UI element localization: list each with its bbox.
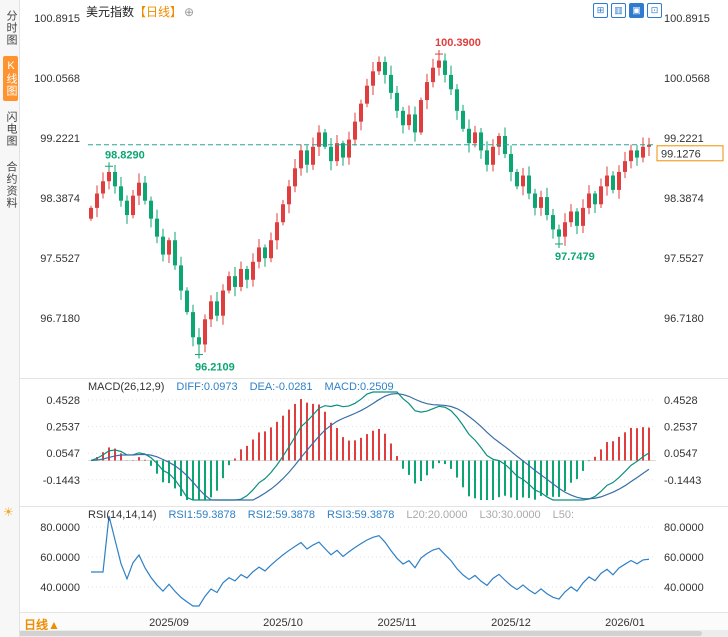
- svg-text:100.3900: 100.3900: [435, 37, 481, 49]
- svg-text:0.2537: 0.2537: [664, 422, 698, 434]
- svg-text:-0.1443: -0.1443: [43, 475, 80, 487]
- rsi-header: RSI(14,14,14) RSI1:59.3878 RSI2:59.3878 …: [88, 509, 574, 521]
- rsi-l50-value: L50:: [552, 509, 575, 521]
- candles: [89, 53, 651, 355]
- svg-text:0.4528: 0.4528: [46, 395, 80, 407]
- scrollbar-thumb[interactable]: [2, 631, 702, 636]
- macd-dea-value: DEA:-0.0281: [249, 381, 313, 393]
- svg-text:97.5527: 97.5527: [40, 253, 80, 265]
- svg-text:98.8290: 98.8290: [105, 149, 145, 161]
- svg-text:100.8915: 100.8915: [664, 13, 710, 25]
- svg-text:97.5527: 97.5527: [664, 253, 704, 265]
- rsi-label: RSI(14,14,14): [88, 509, 157, 521]
- macd-macd-value: MACD:0.2509: [324, 381, 394, 393]
- svg-text:60.0000: 60.0000: [40, 552, 80, 564]
- x-axis-label: 2025/10: [263, 617, 303, 629]
- sun-icon[interactable]: ☀: [3, 505, 14, 519]
- svg-text:98.3874: 98.3874: [40, 193, 80, 205]
- svg-text:97.7479: 97.7479: [555, 251, 595, 263]
- x-axis-label: 2025/12: [491, 617, 531, 629]
- chart-title: 美元指数【日线】 ⊕: [86, 3, 194, 20]
- expand-icon[interactable]: ⊕: [184, 5, 195, 19]
- bottom-bar: 日线▲ 2025/09 2025/10 2025/11 2025/12 2026/01: [0, 612, 728, 637]
- rsi-chart[interactable]: 80.0000 80.0000 60.0000 60.0000 40.0000 40.00…: [20, 506, 728, 612]
- svg-text:60.0000: 60.0000: [664, 552, 704, 564]
- svg-text:0.2537: 0.2537: [46, 422, 80, 434]
- sidebar-tab-kline[interactable]: K线图: [3, 56, 18, 101]
- sidebar: 分时图 K线图 闪电图 合约资料 ☀: [0, 0, 20, 637]
- svg-text:96.7180: 96.7180: [40, 313, 80, 325]
- svg-text:40.0000: 40.0000: [40, 582, 80, 594]
- svg-text:96.2109: 96.2109: [195, 361, 235, 373]
- x-axis-label: 2025/09: [149, 617, 189, 629]
- macd-chart[interactable]: 0.4528 0.4528 0.2537 0.2537 0.0547 0.0547 -0.1…: [20, 378, 728, 506]
- single-view-icon[interactable]: ⊡: [647, 3, 662, 18]
- rsi-l20-value: L20:20.0000: [406, 509, 468, 521]
- period-selector[interactable]: 日线▲: [24, 616, 60, 633]
- macd-histogram: [96, 399, 650, 500]
- split-layout-icon[interactable]: ▥: [611, 3, 626, 18]
- scrollbar[interactable]: [0, 630, 728, 637]
- rsi3-value: RSI3:59.3878: [327, 509, 395, 521]
- sidebar-tab-contract-info[interactable]: 合约资料: [5, 161, 17, 209]
- macd-header: MACD(26,12,9) DIFF:0.0973 DEA:-0.0281 MA…: [88, 381, 394, 393]
- price-axis-ticks: 100.8915 100.8915 100.0568 100.0568 99.2221 9…: [34, 13, 710, 325]
- svg-text:0.0547: 0.0547: [46, 448, 80, 460]
- symbol-name: 美元指数: [86, 5, 135, 19]
- svg-text:100.8915: 100.8915: [34, 13, 80, 25]
- macd-diff-line: [90, 391, 650, 501]
- macd-dea-line: [90, 392, 650, 501]
- macd-diff-value: DIFF:0.0973: [176, 381, 238, 393]
- svg-text:-0.1443: -0.1443: [664, 475, 701, 487]
- svg-text:80.0000: 80.0000: [40, 522, 80, 534]
- rsi-l30-value: L30:30.0000: [479, 509, 541, 521]
- svg-text:96.7180: 96.7180: [664, 313, 704, 325]
- svg-text:100.0568: 100.0568: [34, 73, 80, 85]
- sidebar-tab-lightning[interactable]: 闪电图: [5, 111, 17, 147]
- kline-view-icon[interactable]: ▣: [629, 3, 644, 18]
- last-price-tag: [656, 145, 724, 162]
- macd-label: MACD(26,12,9): [88, 381, 165, 393]
- last-price-value: 99.1276: [661, 148, 701, 160]
- svg-text:98.3874: 98.3874: [664, 193, 704, 205]
- svg-text:40.0000: 40.0000: [664, 582, 704, 594]
- grid-layout-icon[interactable]: ⊞: [593, 3, 608, 18]
- svg-text:0.4528: 0.4528: [664, 395, 698, 407]
- rsi2-value: RSI2:59.3878: [247, 509, 316, 521]
- svg-text:99.2221: 99.2221: [664, 133, 704, 145]
- price-annotations: 98.8290 100.3900 97.7479 96.2109: [105, 37, 595, 373]
- svg-text:0.0547: 0.0547: [664, 448, 698, 460]
- rsi-line: [91, 515, 650, 607]
- svg-text:80.0000: 80.0000: [664, 522, 704, 534]
- header-toolbar: ⊞ ▥ ▣ ⊡: [593, 3, 662, 18]
- x-axis-label: 2026/01: [605, 617, 645, 629]
- period-label: 日线: [24, 618, 49, 632]
- svg-text:100.0568: 100.0568: [664, 73, 710, 85]
- sidebar-tab-timeshare[interactable]: 分时图: [5, 10, 17, 46]
- x-axis-label: 2025/11: [377, 617, 417, 629]
- candlestick-chart[interactable]: 100.8915 100.8915 100.0568 100.0568 99.2221 9…: [20, 0, 728, 378]
- period-tag: 【日线】: [134, 5, 183, 19]
- period-dropdown-arrow: ▲: [48, 618, 60, 632]
- svg-text:99.2221: 99.2221: [40, 133, 80, 145]
- rsi1-value: RSI1:59.3878: [168, 509, 236, 521]
